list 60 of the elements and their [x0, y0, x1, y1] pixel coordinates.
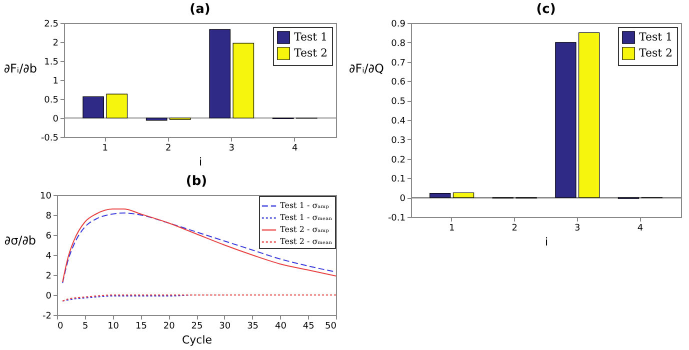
y-tick-label: -0.1 — [388, 214, 406, 224]
y-tick-label: 0.5 — [44, 96, 58, 106]
y-axis-title: ∂Fᵢ/∂Q — [348, 62, 384, 76]
x-tick-label: 1 — [102, 144, 108, 154]
x-axis-title: Cycle — [182, 334, 212, 346]
x-tick-label: 45 — [302, 322, 314, 332]
y-tick-label: 2 — [46, 272, 52, 282]
y-tick-label: 0.2 — [391, 155, 406, 166]
y-tick-label: 4 — [46, 252, 52, 262]
y-tick-label: 2.5 — [44, 20, 58, 30]
legend-label: Test 2 — [294, 46, 328, 60]
y-tick-label: 0.4 — [391, 116, 406, 126]
x-tick-label: 3 — [574, 224, 580, 234]
x-tick-label: 2 — [512, 224, 518, 234]
y-tick-label: 0.9 — [391, 20, 406, 30]
y-tick-label: 1 — [52, 76, 58, 86]
x-tick-label: 15 — [135, 322, 147, 332]
chart-title: (c) — [536, 2, 556, 17]
y-tick-label: 1.5 — [44, 58, 58, 68]
y-tick-label: 6 — [46, 232, 52, 242]
x-tick-label: 35 — [247, 322, 259, 332]
x-tick-label: 40 — [274, 322, 287, 332]
legend-label: Test 2 - σₐₘₚ — [280, 225, 329, 234]
chart-title: (b) — [186, 174, 208, 189]
chart-title: (a) — [190, 2, 210, 17]
x-tick-label: 3 — [228, 144, 234, 154]
x-tick-label: 5 — [82, 322, 88, 332]
x-axis-title: i — [544, 236, 548, 248]
legend-label: Test 1 — [639, 30, 673, 44]
x-axis-title: i — [198, 156, 202, 168]
legend-label: Test 2 — [639, 46, 673, 60]
x-tick-label: 25 — [191, 322, 203, 332]
x-tick-label: 20 — [163, 322, 176, 332]
y-tick-label: 0 — [46, 292, 52, 302]
y-tick-label: 2 — [52, 38, 58, 48]
legend-label: Test 2 - σₘₑₐₙ — [280, 237, 333, 246]
y-tick-label: -0.5 — [40, 134, 58, 144]
y-tick-label: 0.6 — [391, 78, 406, 88]
y-tick-label: 0.8 — [391, 38, 406, 49]
x-tick-label: 1 — [448, 224, 455, 234]
y-tick-label: 0.1 — [391, 174, 406, 185]
x-tick-label: 10 — [108, 322, 120, 332]
y-tick-label: 8 — [46, 212, 52, 222]
legend-label: Test 1 - σₐₘₚ — [280, 201, 329, 210]
y-tick-label: 0.7 — [391, 58, 406, 68]
x-tick-label: 30 — [219, 322, 231, 332]
y-tick-label: 0 — [52, 114, 59, 124]
legend-label: Test 1 - σₘₑₐₙ — [280, 213, 333, 222]
y-tick-label: -2 — [42, 312, 52, 322]
y-tick-label: 10 — [40, 192, 52, 202]
x-tick-label: 4 — [637, 224, 644, 234]
y-tick-label: 0.5 — [391, 97, 406, 108]
y-tick-label: 0 — [400, 194, 406, 204]
x-tick-label: 4 — [292, 144, 298, 154]
y-axis-title: ∂σ/∂b — [4, 234, 36, 248]
y-axis-title: ∂Fᵢ/∂b — [4, 62, 37, 76]
x-tick-label: 2 — [166, 144, 172, 154]
y-tick-label: 0.3 — [391, 136, 406, 146]
x-tick-label: 50 — [325, 322, 337, 332]
legend-label: Test 1 — [294, 30, 328, 44]
